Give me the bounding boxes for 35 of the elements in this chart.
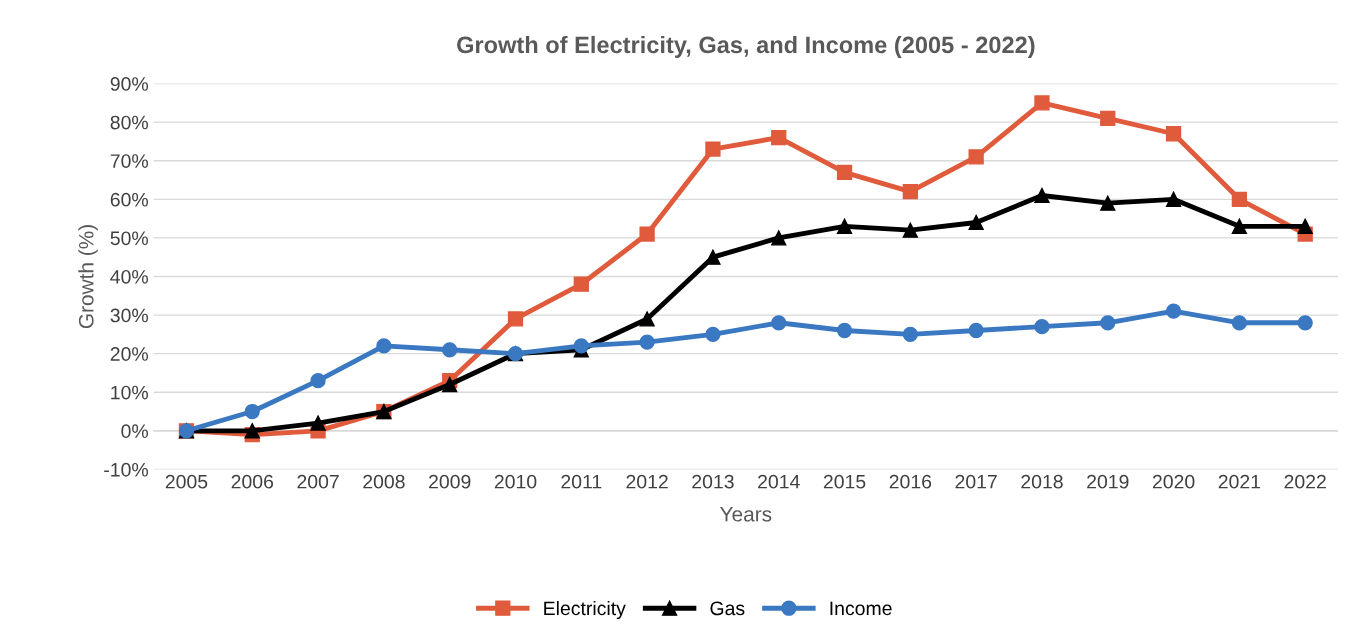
x-tick-label: 2012 [626,474,668,489]
legend-label: Electricity [544,600,626,620]
x-tick-label: 2008 [363,474,405,489]
y-tick-label: 40% [110,269,148,284]
y-tick-label: 10% [111,385,148,400]
x-tick-label: 2016 [889,474,932,489]
x-tick-label: 2018 [1021,474,1063,489]
x-tick-label: 2017 [955,474,997,489]
x-tick-label: 2022 [1284,474,1326,489]
y-tick-label: 30% [110,308,148,323]
y-tick-label: 50% [110,231,148,246]
x-tick-label: 2011 [561,474,602,489]
x-tick-label: 2020 [1152,474,1195,489]
y-tick-label: 0% [121,424,148,439]
x-tick-label: 2005 [165,474,208,489]
y-tick-label: 60% [110,192,148,207]
x-tick-label: 2006 [231,474,274,489]
x-tick-label: 2010 [494,474,537,489]
legend-label: Gas [710,601,745,616]
x-tick-label: 2013 [692,474,734,489]
x-tick-label: 2019 [1087,474,1129,489]
y-tick-label: 70% [110,154,148,168]
x-tick-label: 2014 [758,474,800,489]
chart-title: Growth of Electricity, Gas, and Income (2005 - 2022) [457,35,1035,58]
legend-label: Income [830,601,892,616]
y-tick-label: 80% [110,115,148,130]
x-tick-label: 2015 [823,474,866,489]
y-tick-label: 90% [110,77,148,91]
x-tick-label: 2009 [429,474,471,489]
x-axis-title: Years [720,507,772,522]
x-tick-label: 2021 [1218,474,1261,489]
y-tick-label: 20% [110,347,148,361]
x-tick-label: 2007 [297,474,339,489]
y-tick-label: -10% [104,462,148,477]
y-axis-title: Growth (%) [78,225,98,329]
